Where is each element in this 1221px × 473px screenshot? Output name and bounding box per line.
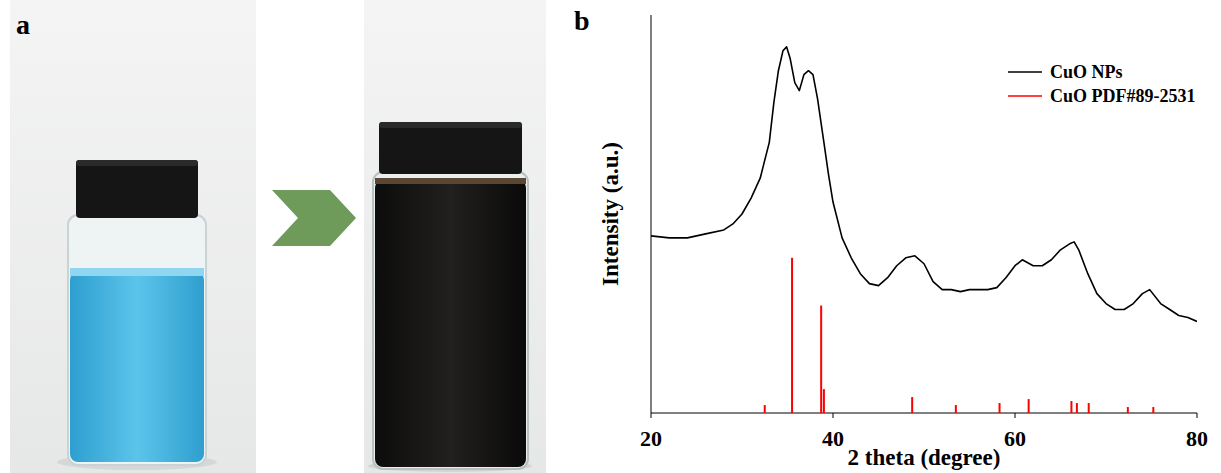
x-tick-label: 40	[822, 426, 844, 451]
black-dispersion	[375, 180, 526, 467]
y-axis-title: Intensity (a.u.)	[598, 142, 623, 286]
x-tick	[651, 413, 652, 418]
x-axis	[651, 413, 1197, 414]
x-tick-label: 60	[1004, 426, 1026, 451]
vial-glass	[68, 215, 206, 465]
x-tick	[1197, 413, 1198, 418]
vial-cap	[379, 122, 522, 174]
cap-top	[76, 160, 198, 166]
reference-stick	[1127, 407, 1129, 413]
reference-stick	[823, 389, 825, 413]
figure: a b 20 40 60 80 2 theta (degree) Intensity (a.u…	[0, 0, 1221, 473]
legend-swatch	[1008, 71, 1042, 73]
reference-stick	[1028, 399, 1030, 413]
reference-stick	[764, 405, 766, 413]
legend-label: CuO PDF#89-2531	[1050, 86, 1196, 106]
x-tick	[833, 413, 834, 418]
x-tick-label: 20	[640, 426, 662, 451]
legend-label: CuO NPs	[1050, 62, 1123, 82]
photo-after	[364, 0, 546, 473]
reference-stick	[999, 403, 1001, 413]
reference-stick	[1088, 403, 1090, 413]
reference-stick	[820, 306, 822, 413]
photo-before	[10, 0, 256, 473]
reference-stick	[1152, 407, 1154, 413]
reference-stick	[955, 405, 957, 413]
panel-label: a	[16, 9, 30, 40]
plot-area	[651, 47, 1197, 413]
y-axis	[651, 15, 652, 413]
arrow	[272, 190, 356, 246]
xrd-line	[651, 47, 1197, 322]
x-tick	[1015, 413, 1016, 418]
panel-label: b	[574, 5, 590, 36]
reference-stick	[1070, 401, 1072, 413]
reference-stick	[791, 258, 793, 413]
reference-stick	[1076, 403, 1078, 413]
vial-glass	[373, 172, 528, 469]
x-axis-title: 2 theta (degree)	[848, 445, 1001, 470]
blue-solution	[70, 272, 204, 462]
meniscus	[70, 268, 204, 276]
meniscus	[375, 178, 526, 184]
cap-top	[379, 122, 522, 128]
vial-cap	[76, 160, 198, 218]
legend-swatch	[1008, 95, 1042, 97]
x-tick-label: 80	[1186, 426, 1208, 451]
reference-stick	[911, 397, 913, 413]
